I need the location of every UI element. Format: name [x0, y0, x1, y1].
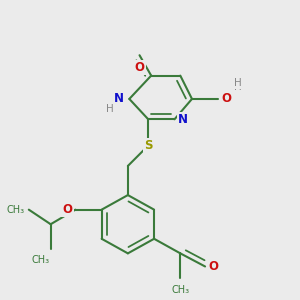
Text: N: N	[178, 113, 188, 126]
Text: O: O	[62, 203, 73, 216]
Text: N: N	[114, 92, 124, 105]
Text: CH₃: CH₃	[31, 255, 49, 265]
Text: S: S	[144, 139, 152, 152]
Text: H: H	[234, 78, 242, 88]
Text: H: H	[234, 82, 242, 92]
Text: CH₃: CH₃	[6, 205, 24, 215]
Text: H: H	[106, 104, 113, 114]
Text: O: O	[208, 260, 219, 273]
Text: O: O	[221, 92, 231, 105]
Text: CH₃: CH₃	[171, 285, 189, 296]
Text: O: O	[134, 61, 145, 74]
Text: H: H	[106, 104, 113, 114]
